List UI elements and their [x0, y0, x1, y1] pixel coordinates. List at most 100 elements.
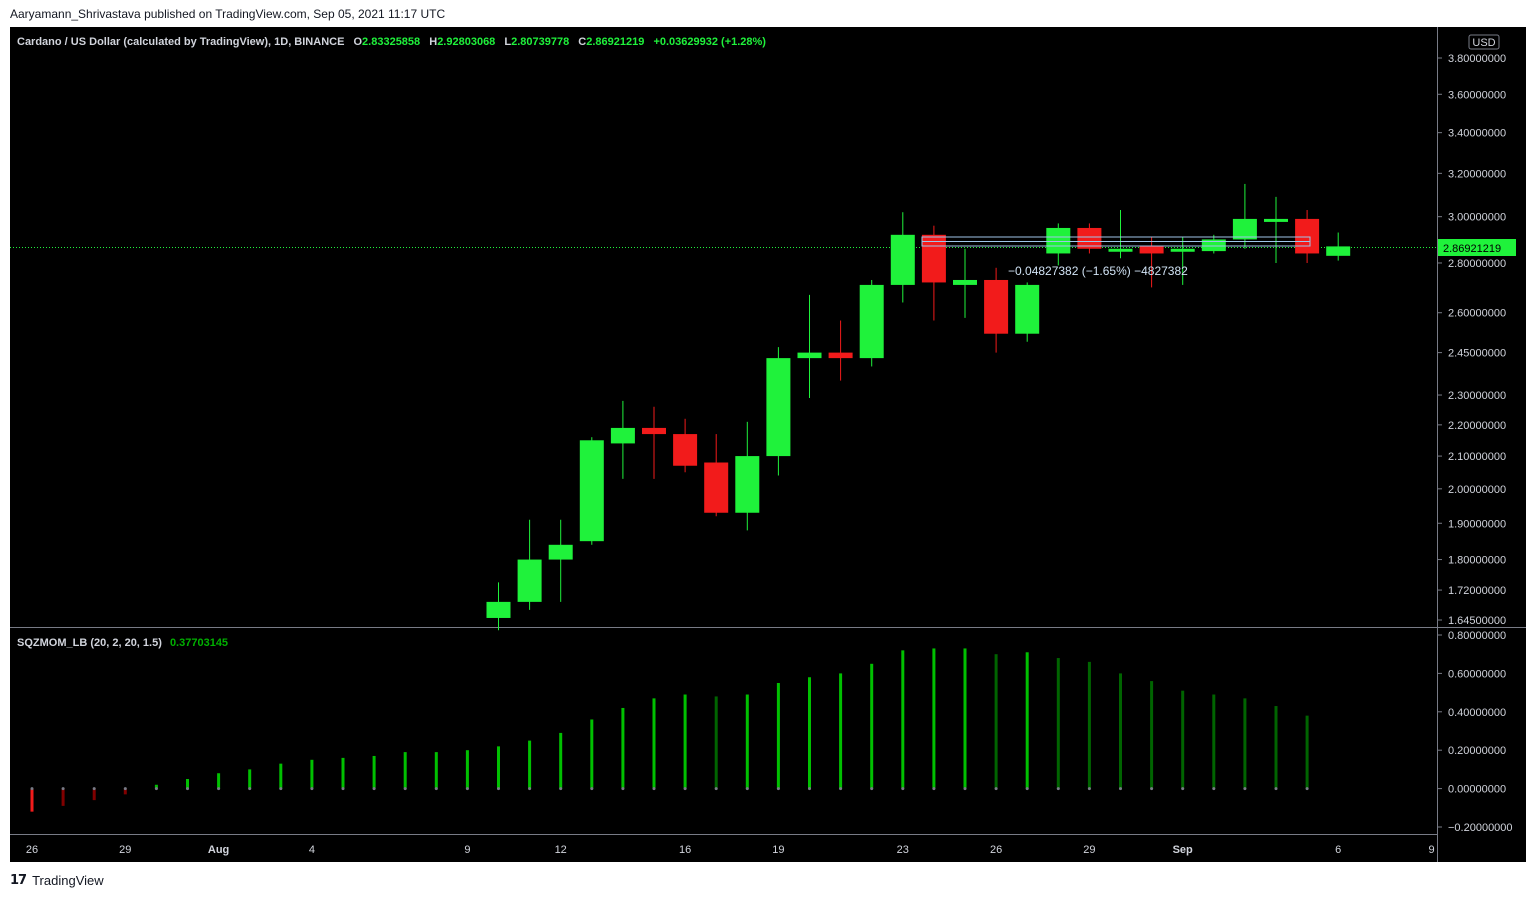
candle-body — [1046, 227, 1071, 254]
price-tick-label: 2.10000000 — [1448, 451, 1506, 463]
price-tick-label: 1.80000000 — [1448, 555, 1506, 567]
open-label: O — [353, 36, 362, 48]
high-value: 2.92803068 — [437, 36, 495, 48]
indicator-tick-label: 0.20000000 — [1448, 745, 1506, 757]
candle-body — [642, 427, 666, 435]
squeeze-dot — [1025, 787, 1029, 791]
currency-badge[interactable] — [1468, 34, 1500, 50]
last-price-badge — [1438, 239, 1516, 256]
measure-tool[interactable]: −0.04827382 (−1.65%) −4827382 — [921, 236, 1311, 278]
candle-body — [953, 279, 977, 285]
squeeze-dot — [870, 787, 874, 791]
chart-svg[interactable]: −0.04827382 (−1.65%) −4827382 3.80000000… — [10, 27, 1526, 862]
squeeze-dot — [714, 787, 718, 791]
squeeze-dot — [1212, 787, 1216, 791]
squeeze-dot — [1274, 787, 1278, 791]
squeeze-dot — [1150, 787, 1154, 791]
last-price-label: 2.86921219 — [1443, 243, 1501, 255]
squeeze-dot — [1243, 787, 1247, 791]
candle-body — [704, 462, 729, 513]
histogram-bar — [652, 698, 656, 789]
candle-body — [890, 234, 915, 285]
time-tick-label: 26 — [26, 844, 38, 856]
histogram-bar — [1025, 652, 1029, 789]
price-tick-label: 1.90000000 — [1448, 518, 1506, 530]
histogram-bar — [714, 696, 718, 789]
squeeze-dot — [61, 787, 65, 791]
histogram-bar — [30, 788, 34, 812]
candles-group — [486, 212, 1040, 631]
price-tick-label: 2.45000000 — [1448, 348, 1506, 360]
histogram-bar — [403, 752, 407, 789]
histogram-bar — [621, 707, 625, 789]
candle-body — [1139, 246, 1164, 254]
price-tick-label: 1.64500000 — [1448, 615, 1506, 627]
candle-body — [548, 544, 573, 560]
squeeze-dot — [372, 787, 376, 791]
squeeze-dot — [1087, 787, 1091, 791]
squeeze-dot — [310, 787, 314, 791]
histogram-bar — [497, 746, 500, 789]
squeeze-dot — [279, 787, 283, 791]
candle-body — [1077, 227, 1102, 249]
squeeze-dot — [30, 787, 34, 791]
squeeze-dot — [839, 787, 843, 791]
histogram-bar — [123, 788, 127, 795]
histogram-bar — [559, 732, 563, 789]
squeeze-dot — [434, 787, 438, 791]
squeeze-dot — [652, 787, 656, 791]
histogram-bar — [341, 757, 345, 789]
indicator-legend[interactable]: SQZMOM_LB (20, 2, 20, 1.5) 0.37703145 — [17, 637, 228, 649]
histogram-bar — [901, 650, 905, 789]
squeeze-dot — [154, 787, 158, 791]
squeeze-dot — [932, 787, 936, 791]
histogram-bar — [683, 694, 687, 789]
squeeze-dot — [186, 787, 189, 791]
candle-body — [1326, 246, 1351, 256]
squeeze-dot — [465, 787, 469, 791]
ohlc-legend[interactable]: Cardano / US Dollar (calculated by Tradi… — [17, 36, 766, 48]
low-value: 2.80739778 — [511, 36, 569, 48]
candle-body — [859, 284, 884, 359]
indicator-tick-label: 0.00000000 — [1448, 784, 1506, 796]
chart-frame: −0.04827382 (−1.65%) −4827382 3.80000000… — [10, 27, 1526, 862]
squeeze-dot — [901, 787, 905, 791]
squeeze-dot — [745, 787, 749, 791]
histogram-bar — [154, 784, 158, 789]
price-tick-label: 3.80000000 — [1448, 53, 1506, 65]
histogram-bar — [1305, 715, 1309, 789]
low-label: L — [504, 36, 511, 48]
squeeze-dot — [590, 787, 594, 791]
price-tick-label: 1.72000000 — [1448, 585, 1506, 597]
squeeze-dot — [92, 787, 96, 791]
candle-body — [797, 352, 822, 359]
histogram-bar — [61, 788, 65, 806]
candle-body — [828, 352, 853, 359]
time-axis-labels: 26 29 Aug 4 9 12 16 19 23 26 29 Sep 6 9 — [26, 844, 1435, 856]
squeeze-dot — [341, 787, 345, 791]
histogram-bar — [217, 773, 221, 789]
candle-body — [1232, 218, 1257, 240]
candle-body — [735, 456, 760, 513]
price-tick-label: 2.60000000 — [1448, 308, 1506, 320]
squeeze-dot — [217, 787, 221, 791]
candle-body — [1264, 218, 1288, 222]
histogram-bar — [186, 779, 189, 789]
time-tick-label: 19 — [772, 844, 784, 856]
indicator-tick-label: 0.60000000 — [1448, 668, 1506, 680]
time-tick-label: Aug — [208, 844, 229, 856]
footer[interactable]: 17 TradingView — [10, 871, 104, 889]
candle-body — [1108, 248, 1133, 252]
close-label: C — [578, 36, 586, 48]
histogram-bar — [1243, 698, 1247, 789]
histogram-bar — [372, 755, 376, 789]
histogram-bar — [1150, 681, 1154, 789]
indicator-tick-label: 0.40000000 — [1448, 707, 1506, 719]
indicator-name: SQZMOM_LB (20, 2, 20, 1.5) — [17, 637, 162, 649]
measure-label: −0.04827382 (−1.65%) −4827382 — [1008, 264, 1188, 278]
squeeze-dot — [123, 787, 127, 791]
squeeze-dot — [994, 787, 998, 791]
price-tick-label: 2.00000000 — [1448, 484, 1506, 496]
price-tick-label: 3.60000000 — [1448, 89, 1506, 101]
histogram-bar — [870, 663, 874, 789]
